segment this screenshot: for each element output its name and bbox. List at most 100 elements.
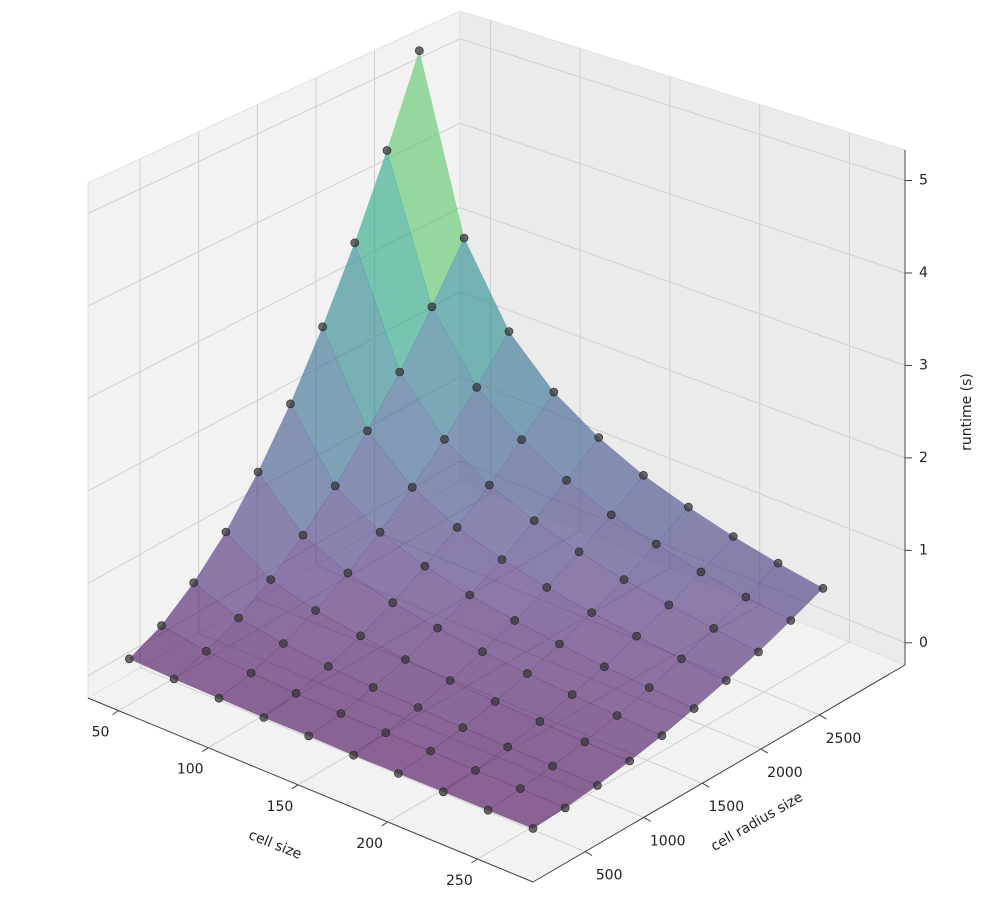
grid-line bbox=[87, 38, 906, 214]
x-tick bbox=[471, 858, 478, 864]
y-tick-label: 1000 bbox=[650, 833, 686, 849]
data-point bbox=[548, 761, 557, 771]
data-point bbox=[485, 480, 494, 490]
x-tick-label: 250 bbox=[446, 873, 473, 889]
data-point bbox=[427, 302, 437, 312]
z-tick-label: 4 bbox=[919, 265, 928, 281]
data-point bbox=[612, 711, 622, 720]
data-point bbox=[600, 662, 609, 672]
data-point bbox=[440, 434, 449, 444]
data-point bbox=[535, 717, 545, 726]
x-tick-label: 150 bbox=[267, 799, 294, 815]
data-point bbox=[414, 46, 424, 56]
points bbox=[125, 46, 828, 833]
data-point bbox=[503, 742, 513, 752]
data-point bbox=[471, 765, 480, 775]
y-tick bbox=[819, 714, 827, 720]
data-point bbox=[657, 731, 667, 741]
data-point bbox=[350, 238, 360, 248]
data-point bbox=[528, 824, 538, 833]
data-point bbox=[478, 647, 487, 657]
data-point bbox=[644, 683, 654, 692]
data-point bbox=[253, 467, 263, 477]
data-point bbox=[266, 575, 276, 584]
surface bbox=[128, 49, 824, 829]
data-point bbox=[395, 367, 405, 377]
x-axis-line bbox=[87, 697, 534, 883]
data-point bbox=[728, 532, 738, 541]
data-point bbox=[510, 616, 520, 625]
data-point bbox=[516, 784, 525, 793]
data-point bbox=[560, 803, 570, 813]
data-point bbox=[522, 669, 532, 678]
data-point bbox=[741, 592, 751, 602]
data-point bbox=[304, 731, 314, 741]
data-point bbox=[664, 600, 674, 610]
y-tick bbox=[702, 782, 710, 788]
data-point bbox=[606, 510, 616, 520]
x-axis-label: cell size bbox=[246, 827, 304, 863]
grid-line bbox=[139, 158, 586, 853]
data-point bbox=[580, 737, 590, 747]
y-tick bbox=[584, 851, 593, 857]
data-point bbox=[234, 613, 243, 623]
data-point bbox=[818, 583, 828, 593]
data-point bbox=[394, 769, 403, 778]
y-axis-line bbox=[532, 664, 906, 883]
y-tick-label: 2000 bbox=[767, 765, 803, 781]
data-point bbox=[311, 606, 320, 615]
y-tick bbox=[760, 748, 769, 754]
y-tick bbox=[643, 816, 651, 822]
data-point bbox=[433, 623, 442, 633]
data-point bbox=[246, 668, 256, 678]
data-point bbox=[632, 631, 641, 641]
data-point bbox=[529, 516, 539, 525]
data-point bbox=[689, 704, 699, 713]
data-point bbox=[336, 709, 346, 718]
z-tick-label: 2 bbox=[919, 450, 928, 466]
data-point bbox=[639, 470, 648, 480]
z-tick-label: 0 bbox=[919, 635, 928, 651]
data-point bbox=[259, 713, 269, 722]
data-point bbox=[438, 787, 448, 797]
data-point bbox=[709, 623, 719, 633]
data-point bbox=[497, 555, 507, 564]
data-point bbox=[555, 639, 564, 649]
data-point bbox=[189, 578, 198, 588]
x-tick-label: 200 bbox=[356, 836, 383, 852]
data-point bbox=[625, 756, 635, 766]
data-point bbox=[343, 568, 353, 578]
data-point bbox=[368, 683, 378, 692]
data-point bbox=[721, 676, 731, 685]
data-point bbox=[286, 399, 295, 409]
data-point bbox=[593, 781, 602, 790]
y-tick-label: 2500 bbox=[826, 731, 862, 747]
data-point bbox=[323, 661, 333, 671]
data-point bbox=[279, 639, 288, 648]
data-point bbox=[677, 654, 686, 664]
data-point bbox=[483, 805, 493, 815]
data-point bbox=[549, 387, 559, 397]
data-point bbox=[214, 693, 224, 703]
data-point bbox=[465, 590, 475, 600]
x-tick bbox=[112, 710, 119, 716]
data-point bbox=[349, 750, 358, 760]
data-point bbox=[684, 502, 693, 512]
data-point bbox=[401, 655, 410, 664]
data-point bbox=[125, 654, 134, 664]
y-tick-label: 500 bbox=[596, 868, 623, 884]
data-point bbox=[786, 616, 796, 625]
x-tick-label: 100 bbox=[177, 762, 204, 778]
data-point bbox=[375, 527, 385, 537]
data-point bbox=[517, 435, 526, 445]
data-point bbox=[426, 746, 435, 756]
data-point bbox=[318, 322, 327, 332]
data-point bbox=[407, 482, 417, 492]
data-point bbox=[381, 728, 391, 738]
data-point bbox=[445, 676, 455, 685]
data-point bbox=[298, 530, 308, 540]
data-point bbox=[619, 575, 629, 584]
data-point bbox=[574, 547, 584, 557]
data-point bbox=[458, 723, 468, 733]
